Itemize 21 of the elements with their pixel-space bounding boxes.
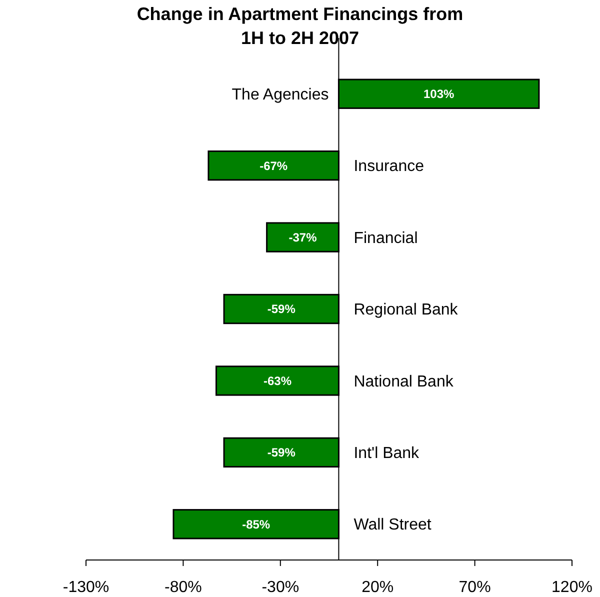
data-label: -59% — [267, 446, 296, 460]
x-tick-label: 120% — [552, 579, 592, 596]
x-tick-label: 70% — [458, 579, 491, 596]
x-tick-label: 20% — [362, 579, 394, 596]
y-tick-label: National Bank — [354, 373, 454, 390]
data-label: -67% — [260, 158, 288, 173]
data-label: -37% — [288, 230, 318, 244]
x-tick-label: -30% — [262, 579, 300, 596]
x-tick-label: -80% — [164, 579, 202, 596]
data-label: -59% — [267, 302, 296, 316]
data-label: -63% — [263, 374, 292, 388]
y-tick-label: Regional Bank — [354, 302, 459, 319]
y-tick-label: Wall Street — [354, 516, 432, 534]
x-tick-label: -130% — [62, 579, 110, 596]
y-tick-label: Insurance — [354, 158, 424, 176]
y-tick-label: Int'l Bank — [354, 445, 420, 462]
data-label: -85% — [242, 517, 270, 532]
y-tick-label: The Agencies — [232, 86, 329, 104]
y-tick-label: Financial — [354, 230, 418, 247]
chart-title: Change in Apartment Financings from 1H to 2H 2007 — [136, 4, 464, 48]
data-label: 103% — [423, 87, 455, 102]
